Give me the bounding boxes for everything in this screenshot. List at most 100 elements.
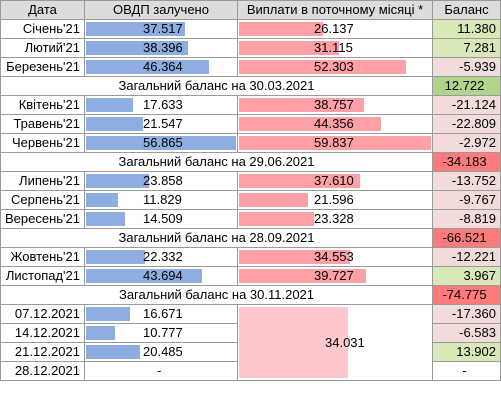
summary-row: Загальний баланс на 30.03.2021 12.722 — [0, 76, 501, 96]
payment-bar — [239, 136, 431, 150]
date-cell: Вересень'21 — [0, 209, 85, 229]
summary-balance: -34.183 — [432, 152, 501, 172]
ovdp-bar — [86, 193, 118, 207]
payment-value: 59.837 — [314, 135, 354, 150]
december-payment-value: 34.031 — [325, 334, 365, 350]
payment-value: 44.356 — [314, 116, 354, 131]
payment-value: 23.328 — [314, 211, 354, 226]
date-cell: 14.12.2021 — [0, 323, 85, 343]
payment-value: 31.115 — [314, 40, 353, 55]
payment-cell: 26.137 — [237, 19, 433, 39]
ovdp-cell: 11.829 — [84, 190, 238, 210]
ovdp-value: 43.694 — [143, 268, 183, 283]
month-row: Серпень'21 11.829 21.596 -9.767 — [0, 190, 501, 210]
date-cell: Травень'21 — [0, 114, 85, 134]
summary-label: Загальний баланс на 30.11.2021 — [0, 285, 433, 305]
month-row: Вересень'21 14.509 23.328 -8.819 — [0, 209, 501, 229]
date-cell: Жовтень'21 — [0, 247, 85, 267]
ovdp-cell: 38.396 — [84, 38, 238, 58]
payment-cell: 37.610 — [237, 171, 433, 191]
ovdp-bar — [86, 345, 140, 359]
ovdp-value: 23.858 — [143, 173, 183, 188]
ovdp-cell: 43.694 — [84, 266, 238, 286]
date-cell: Серпень'21 — [0, 190, 85, 210]
month-row: Квітень'21 17.633 38.757 -21.124 — [0, 95, 501, 115]
payment-value: 39.727 — [314, 268, 354, 283]
payment-cell: 59.837 — [237, 133, 433, 153]
payment-value: 21.596 — [314, 192, 354, 207]
ovdp-value: 46.364 — [143, 59, 183, 74]
payment-bar — [239, 174, 360, 188]
balance-cell: -17.360 — [432, 304, 501, 324]
ovdp-cell: 22.332 — [84, 247, 238, 267]
payment-cell: 52.303 — [237, 57, 433, 77]
ovdp-bar — [86, 250, 145, 264]
ovdp-value: 56.865 — [143, 135, 183, 150]
month-row: Лютий'21 38.396 31.115 7.281 — [0, 38, 501, 58]
date-cell: Лютий'21 — [0, 38, 85, 58]
ovdp-cell: 10.777 — [84, 323, 238, 343]
balance-cell: -6.583 — [432, 323, 501, 343]
ovdp-value: 16.671 — [143, 306, 183, 321]
balance-cell: -12.221 — [432, 247, 501, 267]
balance-cell: -5.939 — [432, 57, 501, 77]
payment-value: 37.610 — [314, 173, 354, 188]
header-balance: Баланс — [432, 0, 501, 20]
balance-cell: 13.902 — [432, 342, 501, 362]
ovdp-bar — [86, 22, 185, 36]
summary-row: Загальний баланс на 28.09.2021 -66.521 — [0, 228, 501, 248]
ovdp-balance-table: Дата ОВДП залучено Виплати в поточному м… — [0, 0, 501, 381]
payment-value: 34.553 — [314, 249, 354, 264]
summary-label: Загальний баланс на 28.09.2021 — [0, 228, 433, 248]
summary-label: Загальний баланс на 30.03.2021 — [0, 76, 433, 96]
date-cell: Березень'21 — [0, 57, 85, 77]
ovdp-value: 38.396 — [143, 40, 183, 55]
balance-cell: 11.380 — [432, 19, 501, 39]
december-payment-bar — [239, 307, 348, 378]
ovdp-value: - — [157, 363, 162, 378]
ovdp-value: 22.332 — [143, 249, 183, 264]
header-payments: Виплати в поточному місяці * — [237, 0, 433, 20]
ovdp-bar — [86, 60, 209, 74]
payment-value: 26.137 — [314, 21, 354, 36]
summary-balance: 12.722 — [432, 76, 501, 96]
header-row: Дата ОВДП залучено Виплати в поточному м… — [0, 0, 501, 20]
ovdp-cell: 21.547 — [84, 114, 238, 134]
date-cell: Листопад'21 — [0, 266, 85, 286]
month-row: Травень'21 21.547 44.356 -22.809 — [0, 114, 501, 134]
date-cell: Січень'21 — [0, 19, 85, 39]
ovdp-bar — [86, 174, 149, 188]
ovdp-cell: 20.485 — [84, 342, 238, 362]
balance-cell: -9.767 — [432, 190, 501, 210]
payment-cell: 31.115 — [237, 38, 433, 58]
payment-bar — [239, 193, 308, 207]
payment-cell: 23.328 — [237, 209, 433, 229]
week-row: 28.12.2021 - - — [0, 361, 501, 381]
date-cell: Липень'21 — [0, 171, 85, 191]
ovdp-bar — [86, 41, 188, 55]
date-cell: 07.12.2021 — [0, 304, 85, 324]
date-cell: 21.12.2021 — [0, 342, 85, 362]
ovdp-bar — [86, 269, 202, 283]
ovdp-cell: 17.633 — [84, 95, 238, 115]
payment-cell: 21.596 — [237, 190, 433, 210]
summary-row: Загальний баланс на 29.06.2021 -34.183 — [0, 152, 501, 172]
week-row: 14.12.2021 10.777 -6.583 — [0, 323, 501, 343]
payment-bar — [239, 60, 406, 74]
month-row: Липень'21 23.858 37.610 -13.752 — [0, 171, 501, 191]
payment-value: 38.757 — [314, 97, 354, 112]
ovdp-cell: 56.865 — [84, 133, 238, 153]
summary-label: Загальний баланс на 29.06.2021 — [0, 152, 433, 172]
ovdp-value: 21.547 — [143, 116, 183, 131]
ovdp-bar — [86, 117, 143, 131]
payment-bar — [239, 117, 381, 131]
payment-bar — [239, 250, 350, 264]
payment-bar — [239, 98, 364, 112]
month-row: Червень'21 56.865 59.837 -2.972 — [0, 133, 501, 153]
week-row: 21.12.2021 20.485 13.902 — [0, 342, 501, 362]
balance-cell: 3.967 — [432, 266, 501, 286]
ovdp-value: 11.829 — [143, 192, 182, 207]
payment-bar — [239, 41, 339, 55]
payment-bar — [239, 212, 314, 226]
month-row: Жовтень'21 22.332 34.553 -12.221 — [0, 247, 501, 267]
